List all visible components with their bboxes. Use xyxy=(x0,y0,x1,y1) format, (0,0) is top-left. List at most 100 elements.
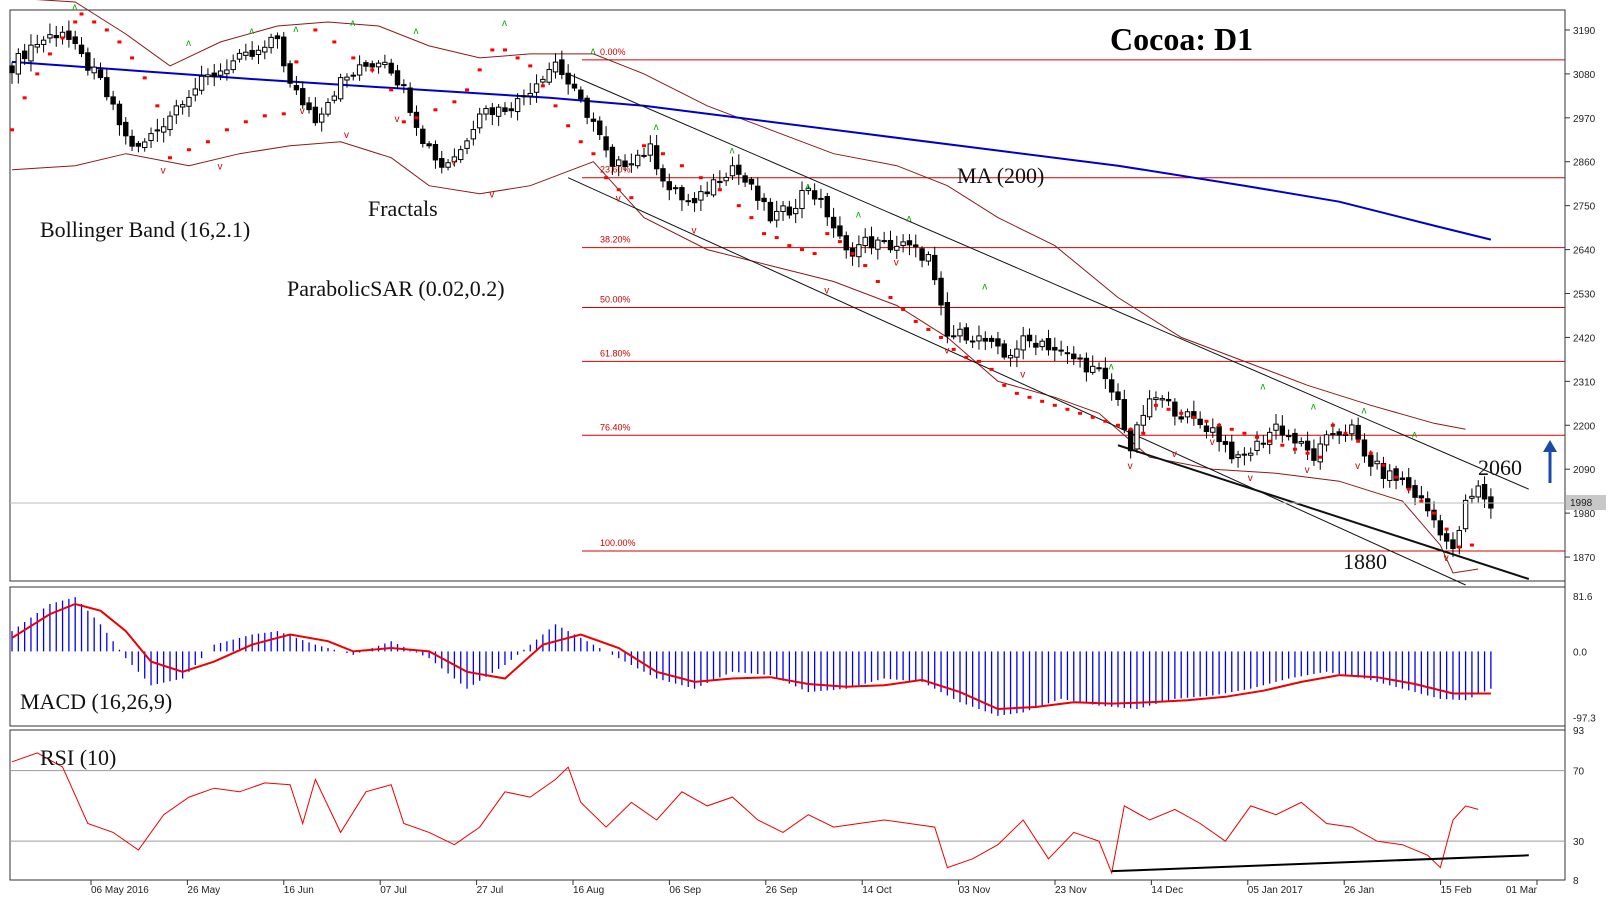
candle-body xyxy=(913,244,919,248)
candle-body xyxy=(287,63,293,84)
candle-body xyxy=(1115,391,1121,401)
candle-body xyxy=(217,70,224,76)
candle-body xyxy=(742,175,748,183)
candle xyxy=(217,63,224,81)
candle-body xyxy=(1292,432,1298,444)
sar-dot xyxy=(477,68,482,72)
chart-title: Cocoa: D1 xyxy=(1110,21,1253,57)
price-tick-label: 2310 xyxy=(1573,377,1596,388)
candle-body xyxy=(1462,499,1469,530)
candle xyxy=(590,112,597,132)
candle xyxy=(982,331,988,351)
candle xyxy=(938,271,944,316)
candle xyxy=(382,54,388,69)
fractal-down-icon: v xyxy=(451,158,456,169)
candle xyxy=(293,76,300,95)
candle-body xyxy=(369,63,375,68)
candle-body xyxy=(780,205,786,212)
date-tick-label: 01 Mar xyxy=(1506,885,1538,896)
candle-body xyxy=(1317,443,1323,463)
candle xyxy=(774,200,780,228)
candle xyxy=(85,47,91,76)
candle-body xyxy=(533,83,540,93)
sar-dot xyxy=(490,48,495,52)
sar-dot xyxy=(389,88,394,92)
candle-body xyxy=(1260,442,1267,445)
sar-dot xyxy=(370,68,375,72)
fib-label-5: 76.40% xyxy=(600,422,631,432)
candle-body xyxy=(590,118,597,122)
fractal-up-icon: ʌ xyxy=(1109,361,1114,372)
candle xyxy=(268,33,274,54)
candle xyxy=(894,235,900,259)
candle-body xyxy=(230,60,236,71)
candle-body xyxy=(1184,411,1191,418)
candle xyxy=(1424,491,1431,517)
sar-dot xyxy=(1002,383,1007,387)
candle-body xyxy=(476,113,483,129)
rsi-tick-label: 8 xyxy=(1573,876,1579,887)
sar-dot xyxy=(863,264,868,268)
candle-body xyxy=(1172,401,1178,417)
fractal-up-icon: ʌ xyxy=(249,26,254,37)
candle xyxy=(944,292,951,344)
sar-dot xyxy=(1191,415,1196,419)
candle xyxy=(426,141,432,149)
candle-body xyxy=(312,106,319,124)
candle-body xyxy=(1330,433,1336,436)
price-tick-label: 2200 xyxy=(1573,421,1596,432)
candle xyxy=(230,54,236,74)
candle-body xyxy=(761,197,767,203)
sar-dot xyxy=(762,232,767,236)
channel-line-0 xyxy=(567,73,1529,490)
sar-dot xyxy=(1255,435,1260,439)
price-tick-label: 3190 xyxy=(1573,26,1596,37)
candle xyxy=(1241,447,1248,466)
candle-body xyxy=(774,210,780,221)
candle xyxy=(1033,335,1039,356)
date-tick-label: 07 Jul xyxy=(380,885,407,896)
candle xyxy=(211,63,217,87)
fractal-down-icon: v xyxy=(692,226,697,237)
candle xyxy=(969,335,976,349)
price-panel-frame xyxy=(9,9,1566,582)
candle xyxy=(135,141,142,153)
candle xyxy=(653,135,660,176)
candle-body xyxy=(988,337,995,342)
candle-body xyxy=(85,52,91,71)
fib-label-6: 100.00% xyxy=(600,538,636,548)
candle xyxy=(476,107,483,134)
candle xyxy=(1349,419,1355,441)
date-tick-label: 26 Jan xyxy=(1344,885,1374,896)
rsi-indicator: 93 70 30 8 xyxy=(10,726,1585,887)
level-high-label: 2060 xyxy=(1478,455,1522,480)
candle-body xyxy=(1285,435,1292,438)
candle xyxy=(1279,415,1286,443)
candle-body xyxy=(1108,379,1115,393)
candle xyxy=(925,251,932,266)
candle-body xyxy=(723,176,729,182)
candle xyxy=(963,323,970,344)
candle-body xyxy=(729,165,736,177)
fractals-label: Fractals xyxy=(368,196,438,221)
sar-dot xyxy=(1305,451,1310,455)
fractal-down-icon: v xyxy=(616,194,621,205)
candle-body xyxy=(755,185,761,201)
date-axis: 06 May 2016 26 May 16 Jun 07 Jul 27 Jul 16 Au… xyxy=(90,880,1538,896)
sar-dot xyxy=(1052,403,1057,407)
candle-body xyxy=(641,154,647,157)
candle-body xyxy=(982,337,988,342)
candle-body xyxy=(1039,340,1045,348)
sar-dot xyxy=(1217,423,1222,427)
fractal-down-icon: v xyxy=(894,258,899,269)
candle-body xyxy=(1298,441,1304,444)
candle-body xyxy=(957,328,963,337)
candle-body xyxy=(597,120,603,136)
candle xyxy=(856,235,862,268)
candle xyxy=(28,34,34,72)
candle-body xyxy=(1077,357,1083,360)
fib-label-1: 23.60% xyxy=(600,165,631,175)
fib-label-4: 61.80% xyxy=(600,348,631,358)
candle xyxy=(243,43,249,61)
candle-body xyxy=(1058,349,1064,352)
